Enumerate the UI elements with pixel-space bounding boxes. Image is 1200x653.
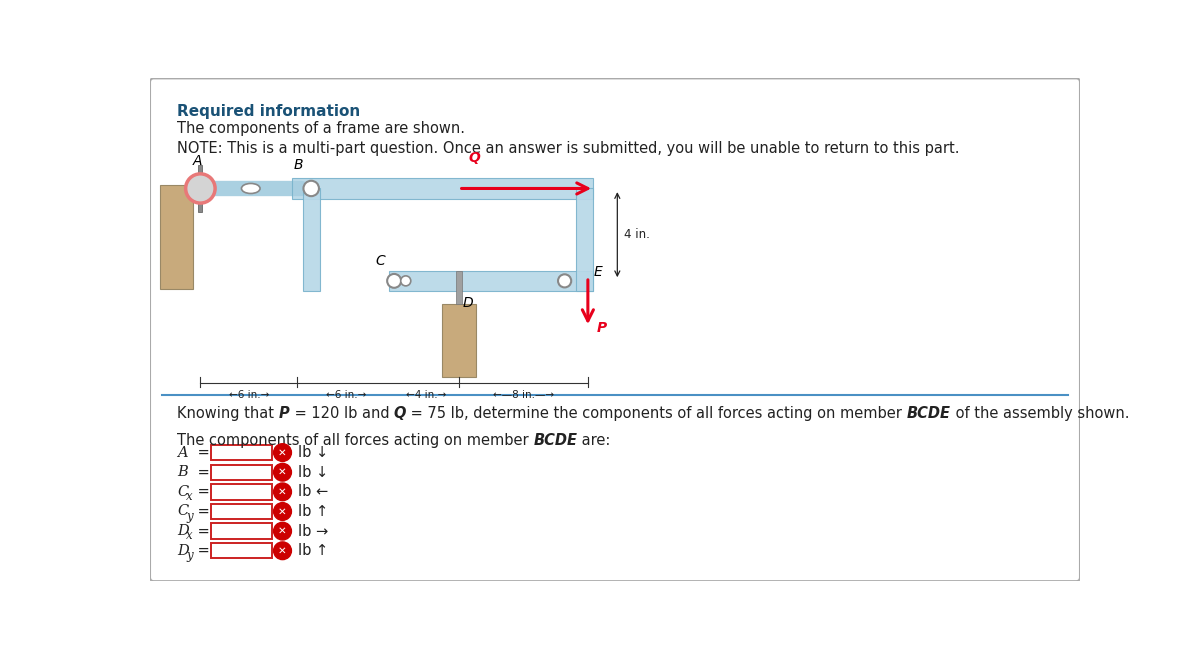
Circle shape — [401, 276, 410, 286]
Text: =: = — [193, 504, 209, 519]
Text: D: D — [178, 524, 188, 538]
Text: ←4 in.→: ←4 in.→ — [407, 390, 446, 400]
Text: lb ↓: lb ↓ — [298, 465, 329, 480]
Text: =: = — [193, 465, 209, 480]
Text: y: y — [186, 509, 193, 522]
Ellipse shape — [241, 183, 260, 193]
Text: ✕: ✕ — [278, 526, 287, 536]
Text: A: A — [192, 153, 202, 168]
Text: Q: Q — [394, 406, 406, 421]
Circle shape — [274, 444, 292, 462]
Text: lb ↑: lb ↑ — [298, 504, 329, 519]
Text: Required information: Required information — [178, 104, 360, 119]
Circle shape — [274, 503, 292, 520]
Text: ←6 in.→: ←6 in.→ — [229, 390, 269, 400]
Text: =: = — [193, 524, 209, 539]
Text: =: = — [193, 485, 209, 500]
Text: P: P — [278, 406, 289, 421]
Text: ←6 in.→: ←6 in.→ — [325, 390, 366, 400]
Bar — [442, 304, 475, 377]
Text: lb ←: lb ← — [298, 485, 329, 500]
Bar — [211, 445, 271, 460]
Text: are:: are: — [577, 432, 611, 447]
Text: lb →: lb → — [298, 524, 329, 539]
Text: The components of all forces acting on member: The components of all forces acting on m… — [178, 432, 533, 447]
Circle shape — [304, 181, 319, 196]
Bar — [211, 524, 271, 539]
Circle shape — [274, 522, 292, 540]
Text: lb ↓: lb ↓ — [298, 445, 329, 460]
Text: ✕: ✕ — [278, 467, 287, 477]
Text: C: C — [178, 505, 188, 518]
Text: Q: Q — [468, 151, 480, 165]
Text: ✕: ✕ — [278, 546, 287, 556]
Text: ←—8 in.—→: ←—8 in.—→ — [493, 390, 554, 400]
Text: E: E — [594, 264, 602, 279]
Bar — [456, 271, 462, 304]
Circle shape — [186, 174, 215, 203]
Text: ✕: ✕ — [278, 447, 287, 458]
Text: The components of a frame are shown.: The components of a frame are shown. — [178, 121, 466, 136]
Bar — [211, 464, 271, 480]
Text: = 120 lb and: = 120 lb and — [289, 406, 394, 421]
FancyBboxPatch shape — [150, 78, 1080, 581]
Text: y: y — [186, 549, 193, 562]
Text: A: A — [178, 445, 187, 460]
Bar — [198, 165, 203, 212]
Text: BCDE: BCDE — [533, 432, 577, 447]
Circle shape — [558, 274, 571, 287]
Text: lb ↑: lb ↑ — [298, 543, 329, 558]
Text: B: B — [294, 157, 304, 172]
Text: C: C — [376, 254, 385, 268]
Circle shape — [388, 274, 401, 288]
Text: D: D — [178, 544, 188, 558]
Text: NOTE: This is a multi-part question. Once an answer is submitted, you will be un: NOTE: This is a multi-part question. Onc… — [178, 141, 960, 155]
Bar — [211, 503, 271, 519]
Text: x: x — [186, 490, 193, 503]
Bar — [160, 185, 193, 289]
Bar — [302, 187, 319, 291]
Text: P: P — [598, 321, 607, 335]
Text: ✕: ✕ — [278, 487, 287, 497]
Text: B: B — [178, 465, 188, 479]
Text: of the assembly shown.: of the assembly shown. — [950, 406, 1129, 421]
Text: = 75 lb, determine the components of all forces acting on member: = 75 lb, determine the components of all… — [406, 406, 907, 421]
Text: x: x — [186, 529, 193, 542]
Circle shape — [274, 483, 292, 501]
Bar — [211, 484, 271, 500]
Text: D: D — [462, 296, 473, 310]
Bar — [576, 187, 593, 291]
Text: =: = — [193, 543, 209, 558]
Text: Knowing that: Knowing that — [178, 406, 278, 421]
Text: ✕: ✕ — [278, 507, 287, 517]
Text: 4 in.: 4 in. — [624, 228, 649, 241]
Circle shape — [274, 464, 292, 481]
Bar — [389, 271, 593, 291]
Text: =: = — [193, 445, 209, 460]
Text: C: C — [178, 485, 188, 499]
Circle shape — [274, 542, 292, 560]
Text: BCDE: BCDE — [907, 406, 950, 421]
Bar — [292, 178, 593, 199]
Bar — [211, 543, 271, 558]
